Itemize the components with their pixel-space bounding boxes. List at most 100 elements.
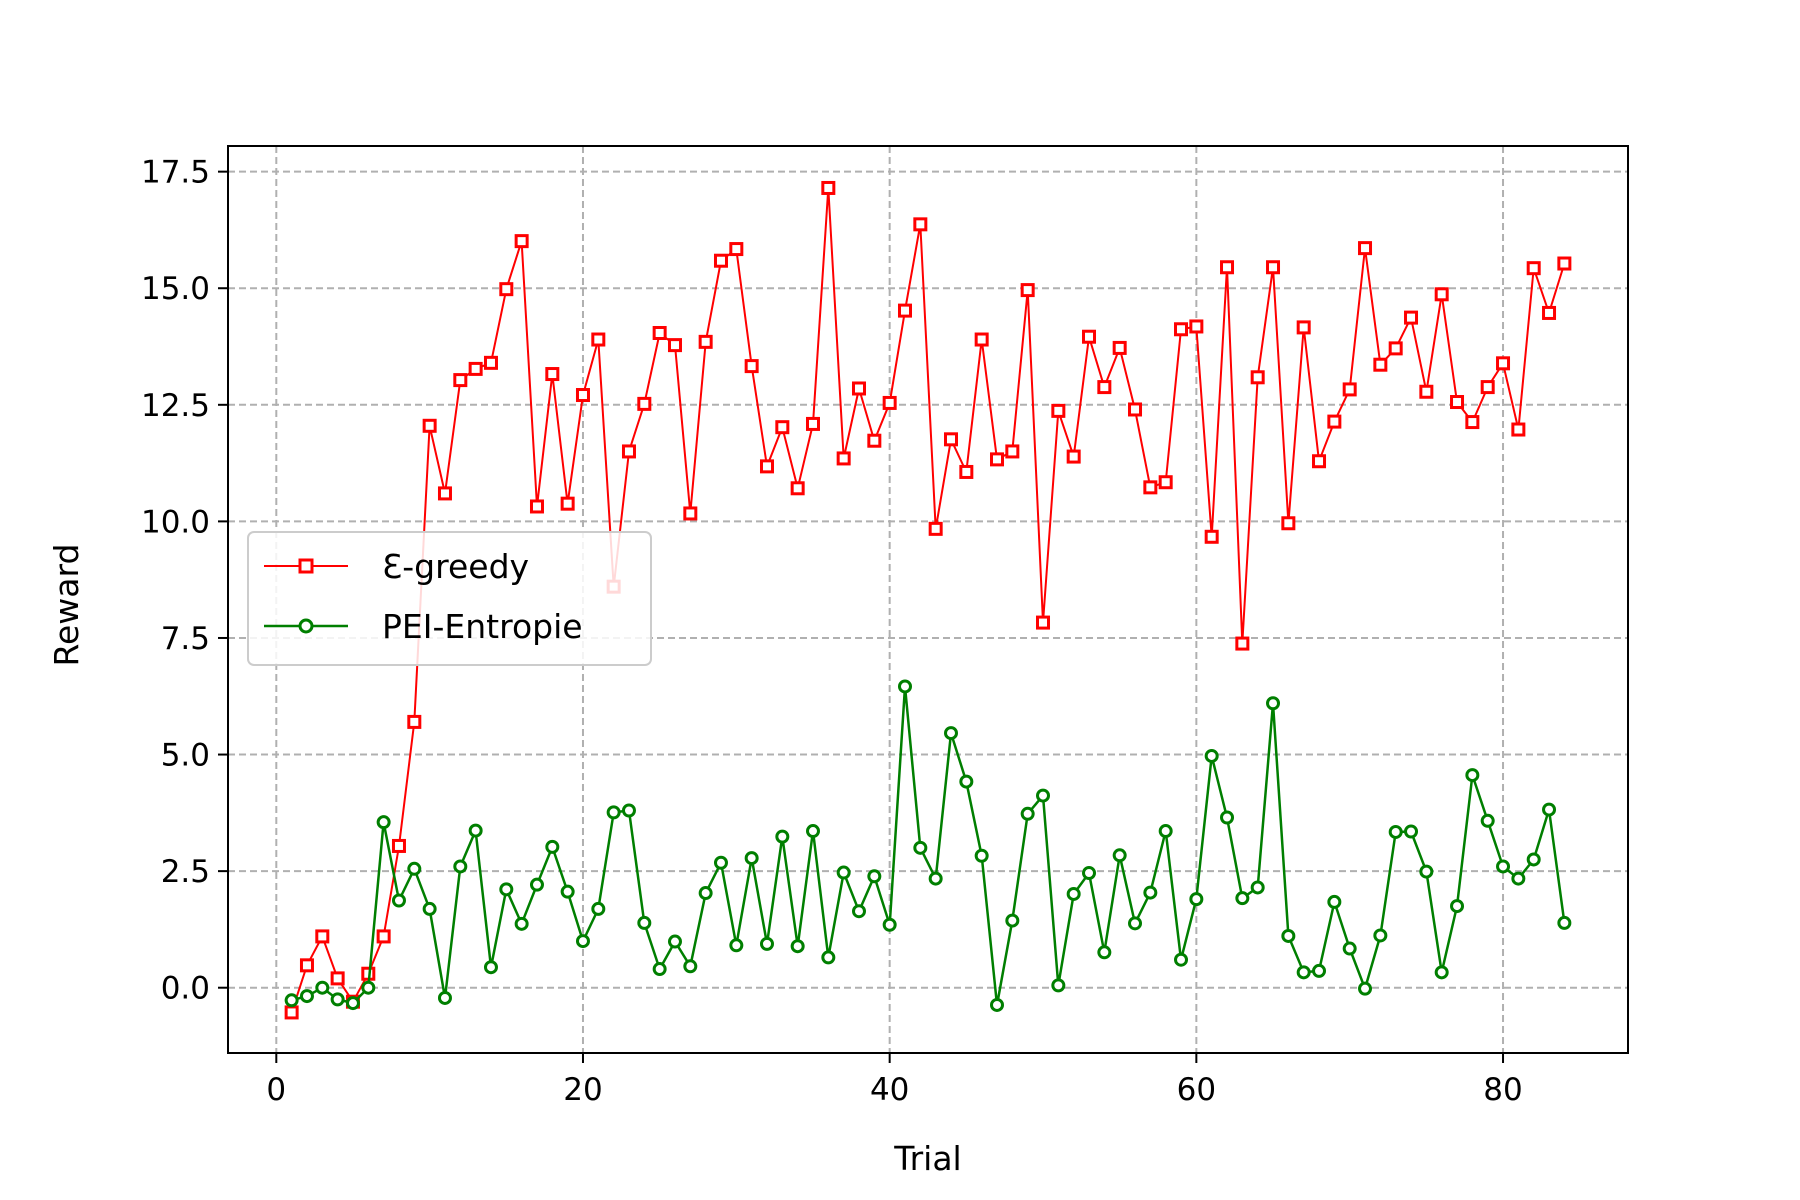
data-point-egreedy [637, 396, 652, 411]
series-egreedy [284, 180, 1572, 1020]
data-point-egreedy [468, 361, 483, 376]
data-point-pei-entropie [1373, 928, 1388, 943]
data-point-pei-entropie [1358, 981, 1373, 996]
data-point-pei-entropie [1434, 965, 1449, 980]
y-axis-label: Reward [47, 544, 86, 667]
data-point-pei-entropie [759, 936, 774, 951]
data-point-egreedy [775, 420, 790, 435]
data-point-egreedy [560, 496, 575, 511]
data-point-pei-entropie [959, 774, 974, 789]
data-point-pei-entropie [591, 901, 606, 916]
data-point-egreedy [529, 499, 544, 514]
data-point-pei-entropie [698, 886, 713, 901]
y-tick-label: 7.5 [161, 621, 210, 657]
data-point-pei-entropie [928, 871, 943, 886]
data-point-pei-entropie [637, 915, 652, 930]
data-point-egreedy [1020, 283, 1035, 298]
data-point-egreedy [483, 355, 498, 370]
data-point-pei-entropie [775, 829, 790, 844]
data-point-egreedy [882, 395, 897, 410]
data-point-egreedy [1327, 414, 1342, 429]
data-point-pei-entropie [1480, 813, 1495, 828]
data-point-egreedy [1419, 384, 1434, 399]
data-point-egreedy [453, 373, 468, 388]
x-axis-label: Trial [893, 1139, 961, 1178]
data-point-egreedy [499, 282, 514, 297]
data-point-pei-entropie [1419, 864, 1434, 879]
legend: Ɛ-greedy PEI-Entropie [247, 531, 652, 666]
y-tick-label: 2.5 [161, 854, 210, 890]
data-point-egreedy [698, 334, 713, 349]
data-point-egreedy [1511, 422, 1526, 437]
data-point-egreedy [591, 332, 606, 347]
data-point-pei-entropie [1557, 915, 1572, 930]
data-point-egreedy [575, 388, 590, 403]
data-point-egreedy [790, 481, 805, 496]
data-point-pei-entropie [790, 939, 805, 954]
data-point-pei-entropie [606, 805, 621, 820]
data-point-egreedy [667, 338, 682, 353]
data-point-egreedy [1266, 260, 1281, 275]
data-point-egreedy [1465, 415, 1480, 430]
data-point-pei-entropie [483, 960, 498, 975]
data-point-pei-entropie [315, 980, 330, 995]
data-point-egreedy [959, 464, 974, 479]
x-tick-label: 20 [563, 1072, 602, 1108]
data-point-egreedy [652, 325, 667, 340]
x-tick-label: 40 [870, 1072, 909, 1108]
data-point-pei-entropie [851, 904, 866, 919]
data-point-pei-entropie [1342, 941, 1357, 956]
data-point-pei-entropie [913, 840, 928, 855]
data-point-pei-entropie [652, 962, 667, 977]
data-point-pei-entropie [805, 824, 820, 839]
data-point-egreedy [1220, 260, 1235, 275]
y-tick-label: 17.5 [141, 155, 210, 191]
y-tick-label: 5.0 [161, 738, 210, 774]
data-point-pei-entropie [1143, 885, 1158, 900]
data-point-pei-entropie [407, 861, 422, 876]
data-point-pei-entropie [1312, 963, 1327, 978]
y-tick-label: 12.5 [141, 388, 210, 424]
data-point-egreedy [1143, 480, 1158, 495]
data-point-egreedy [376, 929, 391, 944]
data-point-pei-entropie [713, 855, 728, 870]
data-point-egreedy [1204, 529, 1219, 544]
data-point-egreedy [1358, 241, 1373, 256]
data-point-pei-entropie [468, 823, 483, 838]
data-point-pei-entropie [560, 884, 575, 899]
data-point-egreedy [330, 971, 345, 986]
data-point-egreedy [851, 381, 866, 396]
data-point-egreedy [315, 929, 330, 944]
data-point-pei-entropie [1235, 891, 1250, 906]
data-point-egreedy [821, 180, 836, 195]
data-point-egreedy [1051, 403, 1066, 418]
data-point-pei-entropie [376, 815, 391, 830]
data-point-pei-entropie [545, 839, 560, 854]
data-point-pei-entropie [1465, 768, 1480, 783]
data-point-egreedy [422, 418, 437, 433]
data-point-egreedy [1158, 475, 1173, 490]
tick-marks [218, 170, 1505, 1063]
data-point-egreedy [836, 451, 851, 466]
data-point-egreedy [744, 359, 759, 374]
series-lines [284, 180, 1572, 1020]
data-point-pei-entropie [422, 901, 437, 916]
data-point-pei-entropie [897, 679, 912, 694]
data-point-egreedy [1296, 320, 1311, 335]
data-point-pei-entropie [1051, 978, 1066, 993]
data-point-egreedy [805, 416, 820, 431]
data-point-pei-entropie [1266, 696, 1281, 711]
data-point-egreedy [1036, 615, 1051, 630]
data-point-egreedy [867, 433, 882, 448]
data-point-pei-entropie [1296, 965, 1311, 980]
data-point-egreedy [1373, 357, 1388, 372]
data-point-egreedy [944, 432, 959, 447]
data-point-pei-entropie [361, 980, 376, 995]
data-point-pei-entropie [529, 877, 544, 892]
data-point-pei-entropie [1404, 824, 1419, 839]
data-point-pei-entropie [1327, 894, 1342, 909]
data-point-egreedy [437, 486, 452, 501]
data-point-egreedy [990, 452, 1005, 467]
data-point-pei-entropie [683, 959, 698, 974]
data-point-pei-entropie [1189, 892, 1204, 907]
